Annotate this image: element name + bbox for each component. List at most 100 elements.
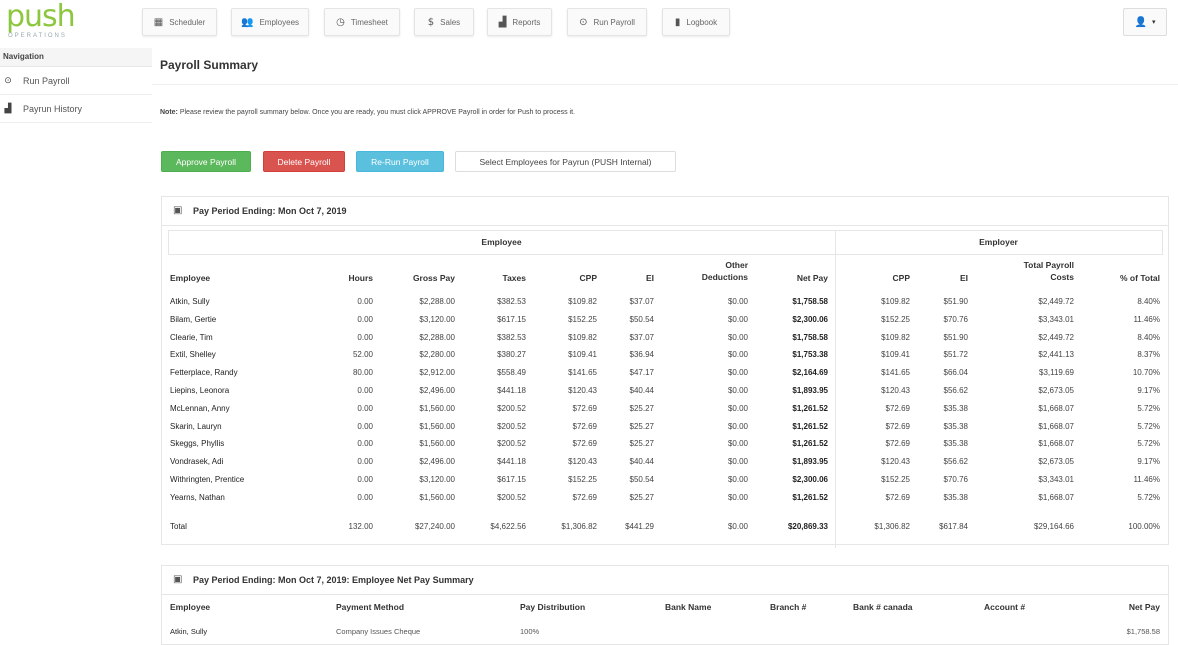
column-header-employer-cpp: CPP	[892, 273, 910, 283]
cell-er-ei: $70.76	[943, 315, 968, 324]
column-header-account: Account #	[984, 602, 1026, 612]
column-header-employer-ei: EI	[959, 273, 968, 283]
cell-er-ei: $35.38	[943, 439, 968, 448]
cell-total: $2,441.13	[1038, 350, 1074, 359]
cell-cpp: $109.82	[568, 333, 597, 342]
nav-timesheet[interactable]: ◷ Timesheet	[324, 8, 400, 36]
column-header-percent-of-total: % of Total	[1120, 273, 1160, 283]
cell-other: $0.00	[727, 404, 748, 413]
cell-net: $1,261.52	[792, 439, 828, 448]
select-employees-button[interactable]: Select Employees for Payrun (PUSH Intern…	[455, 151, 676, 172]
cell-ei: $50.54	[629, 475, 654, 484]
cell-er-ei: $35.38	[943, 493, 968, 502]
cell-other: $0.00	[727, 333, 748, 342]
nav-label: Reports	[512, 17, 541, 27]
cell-name: Total	[170, 522, 187, 531]
column-header-cpp: CPP	[579, 273, 597, 283]
nav-run-payroll[interactable]: ⊙ Run Payroll	[567, 8, 647, 36]
chevron-down-icon: ▾	[1151, 19, 1156, 26]
cell-other: $0.00	[727, 422, 748, 431]
sidebar-heading: Navigation	[0, 48, 152, 67]
cell-ei: $40.44	[629, 386, 654, 395]
bar-chart-icon: ▟	[498, 16, 507, 28]
cell-total: $1,668.07	[1038, 404, 1074, 413]
nav-sales[interactable]: $ Sales	[414, 8, 474, 36]
cell-er-ei: $70.76	[943, 475, 968, 484]
cell-cpp: $72.69	[572, 439, 597, 448]
sidebar-item-run-payroll[interactable]: ⊙ Run Payroll	[0, 67, 152, 95]
cell-ei: $37.07	[629, 297, 654, 306]
cell-ei: $37.07	[629, 333, 654, 342]
cell-net: $1,893.95	[792, 457, 828, 466]
nav-scheduler[interactable]: ▦ Scheduler	[142, 8, 217, 36]
cell-taxes: $382.53	[497, 333, 526, 342]
rerun-payroll-button[interactable]: Re-Run Payroll	[356, 151, 444, 172]
divider	[1162, 230, 1163, 255]
cell-taxes: $441.18	[497, 386, 526, 395]
employer-group-header: Employer	[835, 230, 1162, 255]
cell-net: $1,261.52	[792, 422, 828, 431]
cell-er-ei: $56.62	[943, 457, 968, 466]
user-menu-button[interactable]: 👤 ▾	[1123, 8, 1167, 36]
cell-name: Clearie, Tim	[170, 333, 213, 342]
bar-chart-icon: ▟	[4, 103, 12, 114]
cell-ei: $50.54	[629, 315, 654, 324]
cell-gross: $27,240.00	[414, 522, 455, 531]
column-header-gross-pay: Gross Pay	[412, 273, 455, 283]
cell-hours: 0.00	[357, 422, 373, 431]
header-line: Total Payroll	[1023, 260, 1074, 270]
cell-gross: $1,560.00	[419, 404, 455, 413]
cell-gross: $2,288.00	[419, 333, 455, 342]
cell-net: $1,261.52	[792, 493, 828, 502]
cell-er-cpp: $152.25	[881, 475, 910, 484]
column-header-employee: Employee	[170, 273, 211, 283]
sidebar-item-payrun-history[interactable]: ▟ Payrun History	[0, 95, 152, 123]
cell-hours: 80.00	[352, 368, 373, 377]
cell-other: $0.00	[727, 475, 748, 484]
cell-gross: $2,912.00	[419, 368, 455, 377]
cell-total: $1,668.07	[1038, 439, 1074, 448]
nav-label: Sales	[440, 17, 461, 27]
cell-er-ei: $51.90	[943, 333, 968, 342]
cell-cpp: $72.69	[572, 404, 597, 413]
header-line: Other	[725, 260, 748, 270]
cell-pct: 100.00%	[1128, 522, 1160, 531]
cell-name: Fetterplace, Randy	[170, 368, 238, 377]
column-header-bank-name: Bank Name	[665, 602, 712, 612]
cell-other: $0.00	[727, 457, 748, 466]
column-header-employee: Employee	[170, 602, 211, 612]
cell-pct: 5.72%	[1137, 404, 1160, 413]
column-header-payment-method: Payment Method	[336, 602, 405, 612]
cell-other: $0.00	[727, 493, 748, 502]
sidebar-item-label: Run Payroll	[23, 75, 70, 86]
cell-other: $0.00	[727, 386, 748, 395]
cell-er-cpp: $120.43	[881, 386, 910, 395]
cell-net: $20,869.33	[787, 522, 828, 531]
cell-total: $1,668.07	[1038, 493, 1074, 502]
header-line: Deductions	[701, 272, 748, 282]
cell-hours: 0.00	[357, 493, 373, 502]
cell-name: Atkin, Sully	[170, 297, 210, 306]
cell-net: $1,758.58	[792, 297, 828, 306]
user-icon: 👤	[1134, 16, 1147, 28]
nav-logbook[interactable]: ▮ Logbook	[662, 8, 730, 36]
nav-label: Logbook	[686, 17, 718, 27]
header-line: Costs	[1050, 272, 1074, 282]
cell-ei: $25.27	[629, 404, 654, 413]
dollar-icon: $	[427, 16, 435, 28]
cell-pct: 11.46%	[1133, 315, 1160, 324]
cell-ei: $47.17	[629, 368, 654, 377]
column-header-other-deductions: Other Deductions	[668, 259, 748, 283]
nav-reports[interactable]: ▟ Reports	[487, 8, 552, 36]
play-circle-icon: ⊙	[4, 75, 12, 86]
approve-payroll-button[interactable]: Approve Payroll	[161, 151, 251, 172]
delete-payroll-button[interactable]: Delete Payroll	[263, 151, 345, 172]
push-logo[interactable]: push OPERATIONS	[6, 2, 76, 42]
note-label: Note:	[160, 109, 178, 116]
cell-net: $1,893.95	[792, 386, 828, 395]
nav-employees[interactable]: 👥 Employees	[231, 8, 309, 36]
note-text: Please review the payroll summary below.…	[177, 109, 575, 116]
cell-er-cpp: $109.41	[881, 350, 910, 359]
divider	[168, 230, 169, 255]
cell-hours: 0.00	[357, 475, 373, 484]
